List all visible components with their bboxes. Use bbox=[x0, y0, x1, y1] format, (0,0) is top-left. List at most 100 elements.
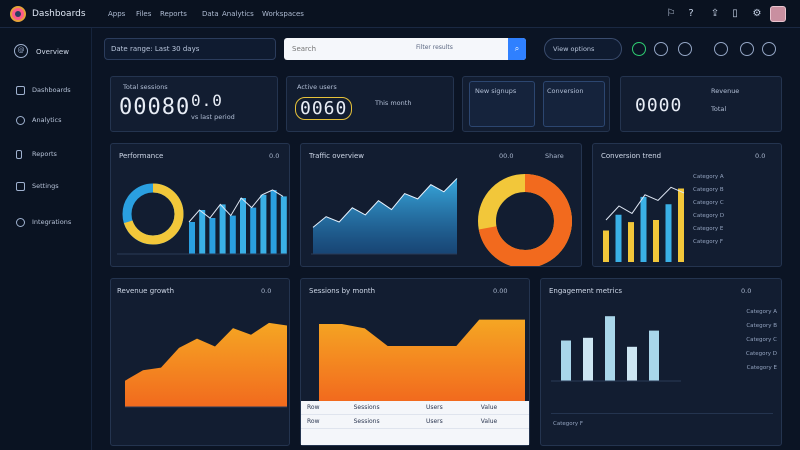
footer-label: Category F bbox=[553, 421, 584, 427]
chart-performance bbox=[117, 183, 287, 255]
bar bbox=[678, 188, 684, 262]
bar bbox=[280, 196, 287, 254]
kpi-card-revenue[interactable]: 0000 Revenue Total bbox=[620, 76, 782, 132]
bar bbox=[270, 190, 277, 254]
bell-icon[interactable]: ⚐ bbox=[666, 8, 676, 19]
download-icon[interactable] bbox=[714, 42, 728, 56]
bar bbox=[649, 330, 659, 381]
kpi-card-users[interactable]: Active users 0060 This month bbox=[286, 76, 454, 132]
sidebar-item-label: Reports bbox=[32, 150, 57, 158]
legend-item: Category B bbox=[693, 187, 724, 193]
kpi-label: New signups bbox=[475, 87, 517, 95]
bar bbox=[250, 207, 257, 254]
kpi-value: 0000 bbox=[635, 95, 683, 116]
panel-value: 0.00 bbox=[493, 287, 508, 295]
sidebar-item-label: Dashboards bbox=[32, 86, 71, 94]
search-box: ⌕ bbox=[284, 38, 526, 60]
topnav-item[interactable]: Data bbox=[202, 10, 219, 18]
kpi-sub: This month bbox=[375, 99, 412, 107]
settings-icon[interactable]: ⚙ bbox=[752, 8, 762, 19]
table-row[interactable]: Row Sessions Users Value bbox=[301, 414, 529, 429]
view-options-pill[interactable]: View options bbox=[544, 38, 622, 60]
bar bbox=[605, 316, 615, 381]
series-line bbox=[188, 189, 284, 223]
sidebar-item-settings[interactable]: Settings bbox=[12, 180, 86, 194]
legend-item: Category B bbox=[746, 323, 777, 329]
panel-title: Engagement metrics bbox=[549, 287, 623, 295]
legend-item: Category D bbox=[745, 351, 777, 357]
date-range-select[interactable]: Date range: Last 30 days bbox=[104, 38, 276, 60]
kpi-sub: Conversion bbox=[547, 87, 584, 95]
kpi-value: 00080 bbox=[119, 95, 191, 120]
chart-revenue bbox=[125, 322, 287, 408]
brand-icon: @ bbox=[14, 44, 28, 58]
sidebar-item-integrations[interactable]: Integrations bbox=[12, 216, 86, 230]
search-hint: Filter results bbox=[416, 44, 453, 51]
legend-item: Category E bbox=[693, 226, 724, 232]
more-icon[interactable] bbox=[762, 42, 776, 56]
status-toggle-icon[interactable] bbox=[632, 42, 646, 56]
sidebar bbox=[0, 28, 92, 450]
kpi-card-signups[interactable]: New signups Conversion bbox=[462, 76, 610, 132]
donut-segment bbox=[122, 183, 184, 245]
analytics-icon bbox=[16, 116, 25, 125]
sidebar-item-reports[interactable]: Reports bbox=[12, 148, 86, 162]
panel-title: Performance bbox=[119, 152, 164, 160]
panel-title: Revenue growth bbox=[117, 287, 175, 295]
table-cell: Row bbox=[301, 401, 348, 415]
topnav-item[interactable]: Apps bbox=[108, 10, 126, 18]
settings-icon bbox=[16, 182, 25, 191]
panel-engagement: Engagement metrics 0.0 Category A Catego… bbox=[540, 278, 782, 446]
panel-side-label: Share bbox=[545, 152, 564, 160]
table-row[interactable]: Row Sessions Users Value bbox=[301, 401, 529, 415]
table-cell: Users bbox=[419, 414, 475, 429]
sidebar-item-analytics[interactable]: Analytics bbox=[12, 114, 86, 128]
panel-value: 0.0 bbox=[755, 152, 766, 160]
app-title: Dashboards bbox=[32, 9, 86, 19]
sidebar-item-label: Analytics bbox=[32, 116, 62, 124]
legend-item: Category A bbox=[746, 309, 777, 315]
bar bbox=[628, 222, 634, 262]
legend-list: Category A Category B Category C Categor… bbox=[691, 309, 777, 379]
reports-icon bbox=[16, 150, 22, 159]
chart-traffic bbox=[311, 174, 572, 266]
kpi-card-sessions[interactable]: Total sessions 00080 0.0 vs last period bbox=[110, 76, 278, 132]
legend-item: Category A bbox=[693, 174, 724, 180]
refresh-icon[interactable] bbox=[654, 42, 668, 56]
kpi-side-value: 0.0 bbox=[191, 91, 223, 110]
panel-value: 0.0 bbox=[269, 152, 280, 160]
panel-value: 0.0 bbox=[741, 287, 752, 295]
share-icon[interactable]: ⇪ bbox=[710, 8, 720, 19]
sidebar-item-dashboards[interactable]: Dashboards bbox=[12, 84, 86, 98]
panel-value: 0.0 bbox=[261, 287, 272, 295]
data-table: Row Sessions Users Value Row Sessions Us… bbox=[301, 401, 529, 445]
kpi-label: Active users bbox=[297, 83, 337, 91]
series-area bbox=[313, 178, 457, 254]
chart-conversion bbox=[603, 186, 685, 262]
table-cell: Value bbox=[474, 401, 529, 415]
bar bbox=[260, 194, 267, 254]
bar bbox=[229, 215, 236, 254]
avatar[interactable] bbox=[770, 6, 786, 22]
help-icon[interactable]: ? bbox=[688, 8, 694, 19]
panel-traffic: Traffic overview 00.0 Share bbox=[300, 143, 582, 267]
kpi-sub: vs last period bbox=[191, 113, 235, 121]
bar bbox=[189, 222, 195, 254]
kpi-value: 0060 bbox=[295, 97, 353, 120]
filter-icon[interactable] bbox=[678, 42, 692, 56]
topnav-item[interactable]: Files bbox=[136, 10, 152, 18]
app-logo-icon[interactable] bbox=[10, 6, 26, 22]
bar bbox=[640, 196, 647, 262]
topnav-item[interactable]: Reports bbox=[160, 10, 187, 18]
topnav-item[interactable]: Analytics bbox=[222, 10, 254, 18]
legend-item: Category E bbox=[746, 365, 777, 371]
fullscreen-icon[interactable] bbox=[740, 42, 754, 56]
table-cell: Sessions bbox=[347, 401, 420, 415]
bar bbox=[219, 204, 226, 254]
lock-icon[interactable]: ▯ bbox=[732, 8, 738, 19]
search-input[interactable] bbox=[292, 42, 482, 56]
kpi-subcard bbox=[543, 81, 605, 127]
topnav-item[interactable]: Workspaces bbox=[262, 10, 304, 18]
kpi-sub: Total bbox=[711, 105, 727, 113]
search-icon[interactable]: ⌕ bbox=[508, 38, 526, 60]
